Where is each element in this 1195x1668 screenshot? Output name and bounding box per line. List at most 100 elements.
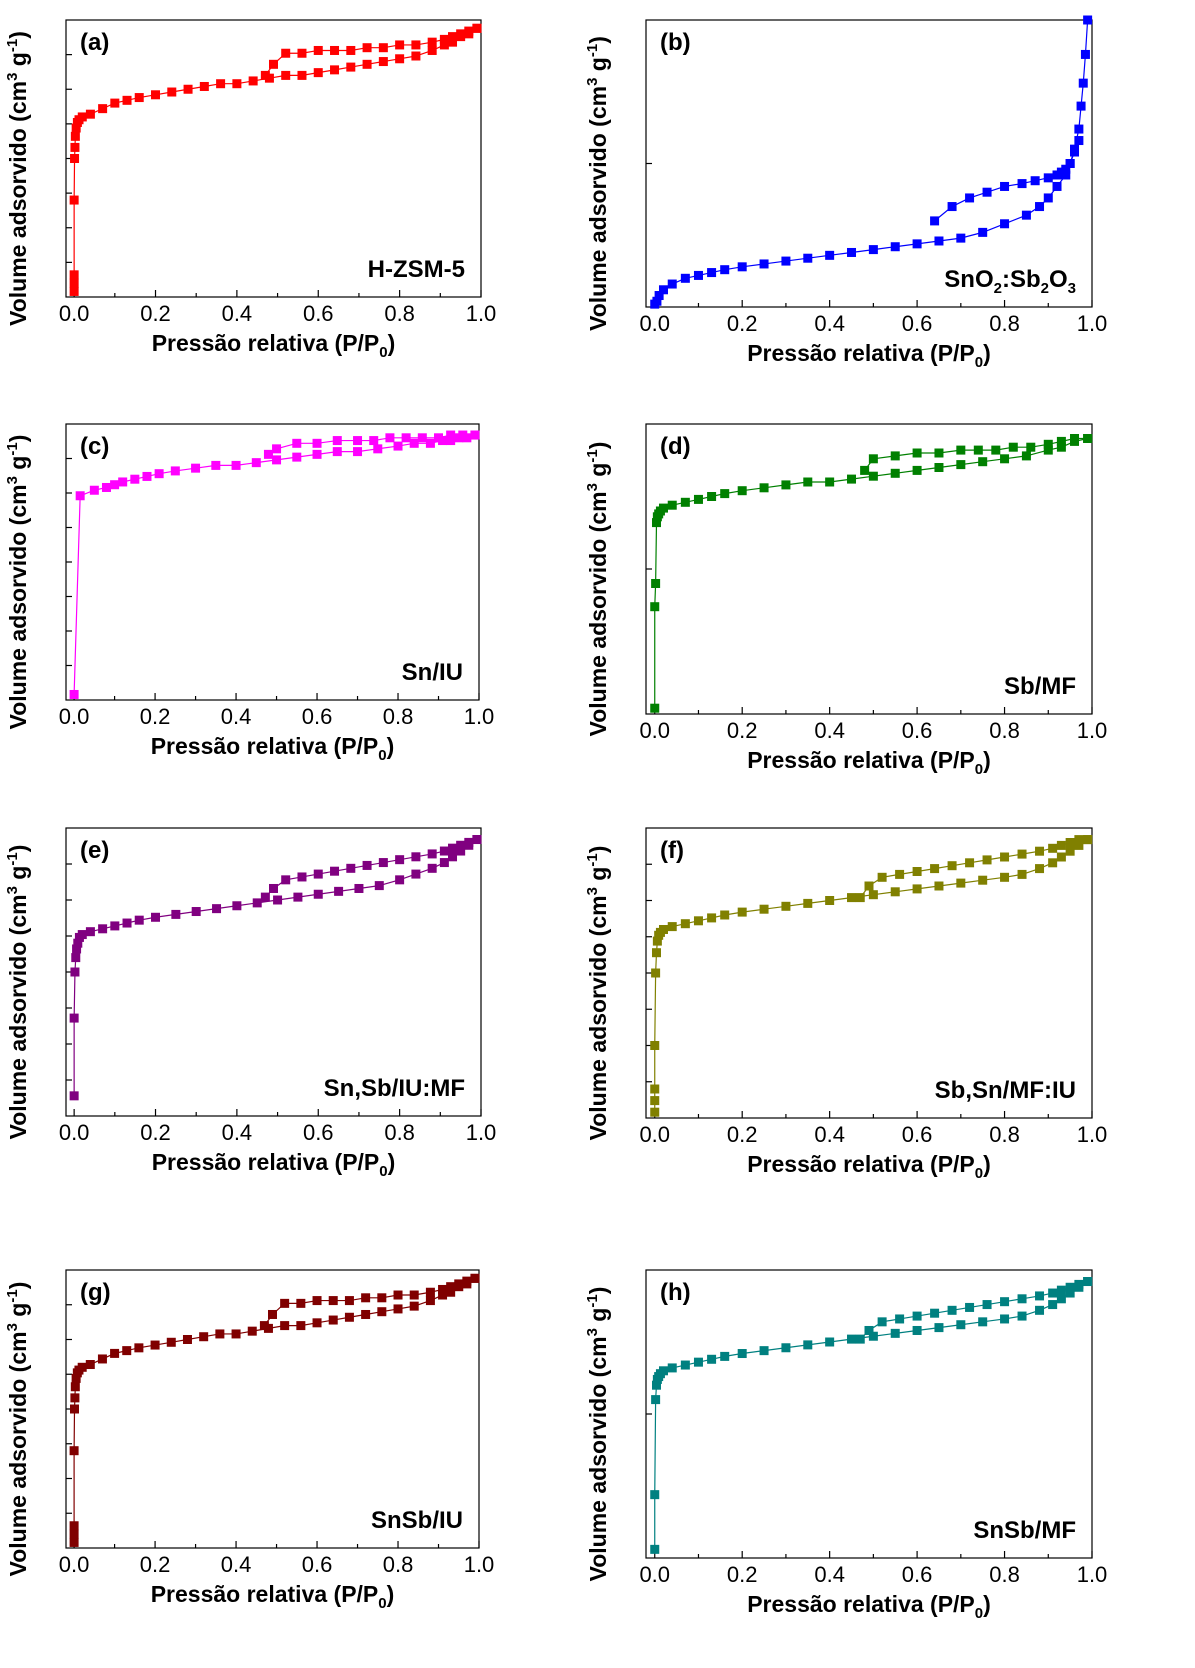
data-point <box>330 65 340 75</box>
data-point <box>191 463 201 473</box>
data-point <box>122 1346 132 1356</box>
data-point <box>464 26 474 36</box>
data-point <box>232 901 242 911</box>
data-point <box>1080 49 1090 59</box>
data-point <box>297 48 307 58</box>
data-point <box>122 95 132 105</box>
data-point <box>1065 1288 1075 1298</box>
data-point <box>378 57 388 67</box>
data-point <box>446 430 456 440</box>
data-point <box>803 477 813 487</box>
x-tick-label: 1.0 <box>1077 311 1108 336</box>
x-tick-label: 1.0 <box>466 1120 497 1145</box>
data-point <box>130 474 140 484</box>
data-point <box>69 1446 79 1456</box>
data-point <box>328 1315 338 1325</box>
sample-label-sub: 2 <box>1041 280 1049 297</box>
data-point <box>868 471 878 481</box>
data-point <box>680 919 690 929</box>
data-point <box>438 1284 448 1294</box>
x-axis-label-end: ) <box>983 340 991 366</box>
x-axis-label-text: Pressão relativa (P/P <box>151 733 379 759</box>
data-point <box>134 1343 144 1353</box>
sample-label: Sn,Sb/IU:MF <box>324 1075 465 1102</box>
data-point <box>930 864 940 874</box>
data-point <box>652 296 662 306</box>
x-tick-label: 1.0 <box>1077 718 1108 743</box>
sample-label-text: SnSb/MF <box>973 1517 1076 1544</box>
x-tick-label: 1.0 <box>1077 1122 1108 1147</box>
x-axis-label-end: ) <box>388 330 396 356</box>
data-point <box>328 1296 338 1306</box>
data-point <box>1083 434 1093 443</box>
data-point <box>890 468 900 478</box>
data-point <box>890 242 900 252</box>
data-point <box>825 896 835 905</box>
x-axis-label-text: Pressão relativa (P/P <box>747 747 975 773</box>
data-point <box>292 452 302 462</box>
y-axis-label-sup2: -1 <box>584 853 601 866</box>
x-axis-label-end: ) <box>983 747 991 773</box>
chart-panel: 0.0 0.2 0.4 0.6 0.8 1.0 Pressão relativa (P/P0… <box>0 1250 1195 1668</box>
data-point <box>1048 1288 1058 1298</box>
x-axis-label-subscript: 0 <box>378 1595 386 1612</box>
data-point <box>377 1307 387 1317</box>
x-tick-label: 0.2 <box>140 704 171 729</box>
data-point <box>759 259 769 269</box>
data-point <box>847 474 857 484</box>
data-point <box>281 875 291 885</box>
data-point <box>69 689 79 699</box>
data-point <box>462 1276 472 1286</box>
data-point <box>472 835 482 845</box>
data-point <box>77 930 87 940</box>
chart-panel: 0.0 0.2 0.4 0.6 0.8 1.0 Pressão relativa (P/P0… <box>0 404 1195 808</box>
data-point <box>70 967 80 977</box>
data-point <box>438 1290 448 1300</box>
data-point <box>199 81 209 91</box>
sample-label: SnO2:Sb2O3 <box>944 266 1076 297</box>
data-point <box>912 1311 922 1321</box>
data-point <box>454 1279 464 1289</box>
data-point <box>868 1331 878 1341</box>
data-point <box>978 875 988 885</box>
data-point <box>1000 872 1010 882</box>
chart-panel: 0.0 0.2 0.4 0.6 0.8 1.0 Pressão relativa (P/P0… <box>0 1250 1195 1668</box>
panel-label: (a) <box>80 29 109 56</box>
data-point <box>346 45 356 55</box>
chart-svg: 0.0 0.2 0.4 0.6 0.8 1.0 Pressão relativa (P/P0… <box>4 1269 494 1612</box>
data-point <box>448 852 458 862</box>
x-tick-label: 0.0 <box>639 1562 670 1587</box>
data-point <box>650 1544 660 1554</box>
x-axis-label-subscript: 0 <box>975 1605 983 1622</box>
sample-label-text: Sb,Sn/MF:IU <box>935 1077 1076 1104</box>
data-point <box>1035 864 1045 874</box>
data-point <box>313 869 323 879</box>
data-point <box>947 861 957 871</box>
y-axis-label-text: Volume adsorvido (cm <box>5 81 31 326</box>
chart-svg: 0.0 0.2 0.4 0.6 0.8 1.0 Pressão relativa (P/P0… <box>584 15 1108 371</box>
data-point <box>134 915 144 925</box>
sample-label-text: Sb/MF <box>1004 673 1076 700</box>
x-tick-label: 1.0 <box>1077 1562 1108 1587</box>
data-point <box>956 460 966 470</box>
data-point <box>395 40 405 50</box>
x-tick-label: 0.4 <box>222 1120 253 1145</box>
x-tick-label: 0.4 <box>221 1552 252 1577</box>
y-axis-label: Volume adsorvido (cm3 g-1) <box>584 442 611 737</box>
data-point <box>825 250 835 260</box>
data-point <box>446 1287 456 1297</box>
y-axis-label: Volume adsorvido (cm3 g-1) <box>584 36 611 331</box>
sample-label: Sb,Sn/MF:IU <box>935 1077 1076 1104</box>
data-point <box>693 494 703 504</box>
data-point <box>71 953 81 963</box>
data-point <box>472 23 482 33</box>
data-point <box>1043 193 1053 203</box>
data-point <box>693 1357 703 1367</box>
data-point <box>281 70 291 80</box>
sample-label-sub: 2 <box>994 280 1002 297</box>
x-axis-label: Pressão relativa (P/P0) <box>152 1149 396 1180</box>
x-tick-label: 0.0 <box>59 1552 90 1577</box>
x-axis-label-text: Pressão relativa (P/P <box>152 330 380 356</box>
x-tick-label: 0.2 <box>727 311 758 336</box>
panel-label: (h) <box>660 1279 691 1306</box>
